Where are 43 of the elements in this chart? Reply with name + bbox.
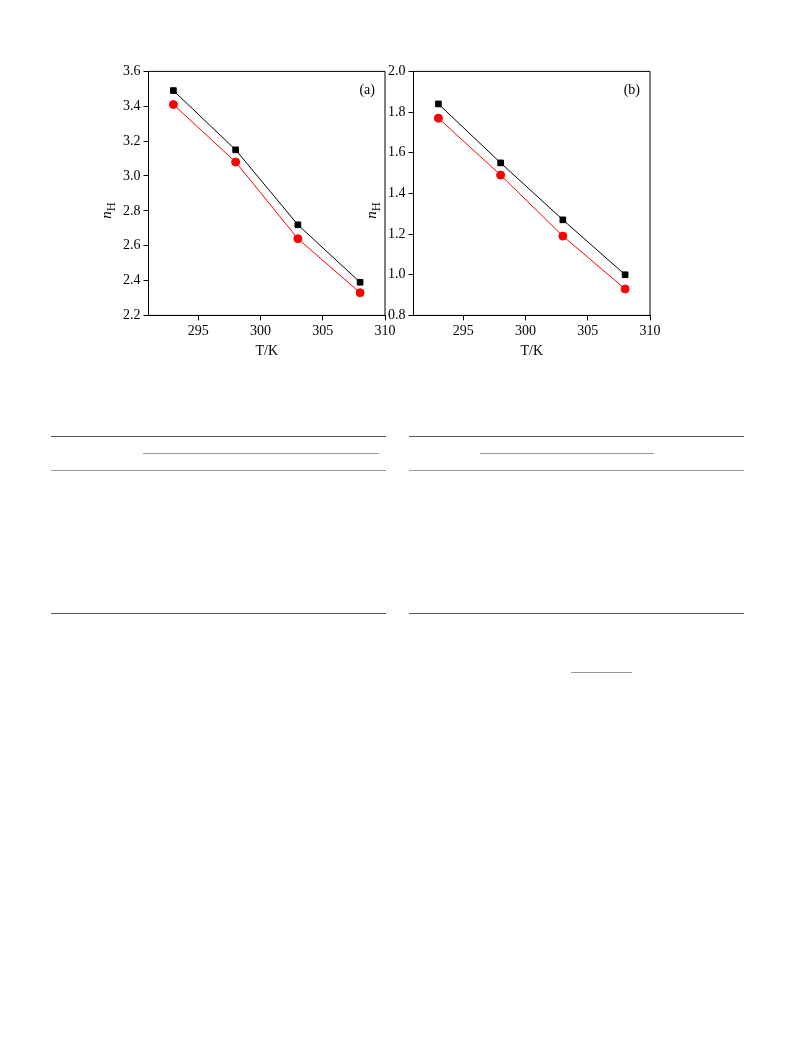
point: [621, 271, 629, 279]
x-tick-label: 305: [577, 323, 599, 339]
annotation: (b): [623, 82, 641, 99]
y-tick-label: 3.6: [123, 63, 141, 79]
y-tick-label: 2.4: [123, 272, 141, 288]
point: [435, 100, 442, 108]
y-tick-label: 2.2: [123, 307, 141, 323]
annotation: (a): [359, 82, 376, 99]
point: [168, 100, 178, 110]
y-tick-label: 3.4: [123, 97, 141, 113]
y-tick-label: 1.6: [388, 144, 406, 160]
x-axis-title: T/K: [520, 343, 544, 359]
x-tick-label: 295: [452, 323, 474, 339]
point: [497, 159, 504, 167]
point: [356, 278, 364, 286]
x-tick-label: 295: [187, 323, 209, 339]
x-tick-label: 310: [374, 323, 396, 339]
y-tick-label: 1.8: [388, 103, 406, 119]
point: [620, 284, 630, 294]
y-tick-label: 3.2: [123, 132, 141, 148]
x-axis-title: T/K: [255, 343, 279, 359]
x-tick-label: 305: [312, 323, 334, 339]
point: [170, 87, 177, 94]
y-tick-label: 1.0: [388, 266, 406, 282]
point: [433, 113, 443, 123]
point: [232, 146, 239, 154]
y-tick-label: 0.8: [388, 307, 406, 323]
y-tick-label: 2.6: [123, 237, 141, 253]
point: [294, 221, 302, 229]
y-tick-label: 1.2: [388, 225, 406, 241]
point: [355, 288, 365, 298]
point: [231, 157, 241, 167]
point: [293, 234, 303, 244]
y-tick-label: 2.8: [123, 202, 141, 218]
y-tick-label: 3.0: [123, 167, 141, 183]
point: [496, 170, 506, 180]
x-tick-label: 300: [250, 323, 272, 339]
x-tick-label: 310: [639, 323, 661, 339]
x-tick-label: 300: [515, 323, 537, 339]
point: [559, 216, 567, 224]
point: [558, 231, 568, 241]
y-tick-label: 1.4: [388, 185, 406, 201]
y-tick-label: 2.0: [388, 63, 406, 79]
